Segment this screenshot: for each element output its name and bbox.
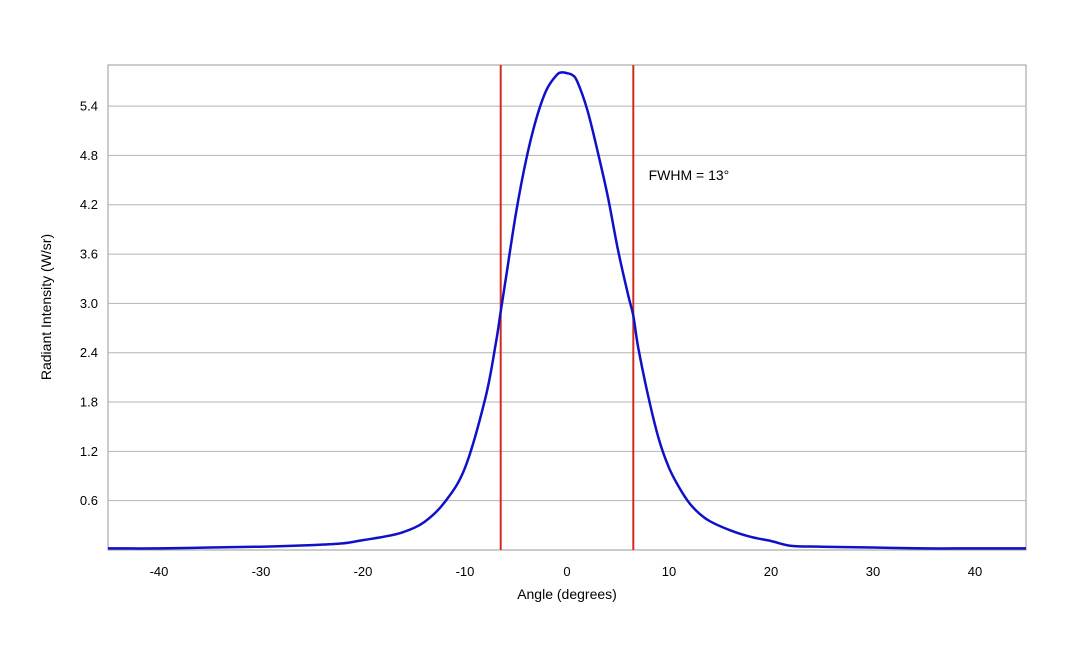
- y-tick-label: 3.6: [80, 247, 98, 262]
- x-axis-label: Angle (degrees): [517, 586, 617, 602]
- x-tick-label: 0: [563, 564, 570, 579]
- x-tick-label: -40: [150, 564, 169, 579]
- y-tick-label: 5.4: [80, 99, 98, 114]
- x-tick-label: 30: [866, 564, 880, 579]
- plot-area: [107, 64, 1027, 551]
- y-tick-label: 4.2: [80, 197, 98, 212]
- y-tick-label: 1.8: [80, 395, 98, 410]
- y-tick-label: 4.8: [80, 148, 98, 163]
- intensity-curve: [107, 71, 1026, 550]
- x-tick-label: -10: [456, 564, 475, 579]
- annotations: FWHM = 13°: [649, 167, 730, 183]
- y-tick-label: 0.6: [80, 493, 98, 508]
- gridlines: [108, 105, 1026, 502]
- series-group: [107, 71, 1026, 550]
- y-tick-labels: 0.6 1.2 1.8 2.4 3.0 3.6 4.2 4.8 5.4: [80, 99, 98, 509]
- x-tick-label: 40: [968, 564, 982, 579]
- x-tick-label: 10: [662, 564, 676, 579]
- x-tick-label: -20: [354, 564, 373, 579]
- y-tick-label: 3.0: [80, 296, 98, 311]
- y-axis-label: Radiant Intensity (W/sr): [38, 234, 54, 380]
- y-tick-label: 2.4: [80, 345, 98, 360]
- fwhm-annotation: FWHM = 13°: [649, 167, 730, 183]
- x-tick-labels: -40 -30 -20 -10 0 10 20 30 40: [150, 564, 983, 579]
- x-tick-label: -30: [252, 564, 271, 579]
- x-tick-label: 20: [764, 564, 778, 579]
- y-tick-label: 1.2: [80, 444, 98, 459]
